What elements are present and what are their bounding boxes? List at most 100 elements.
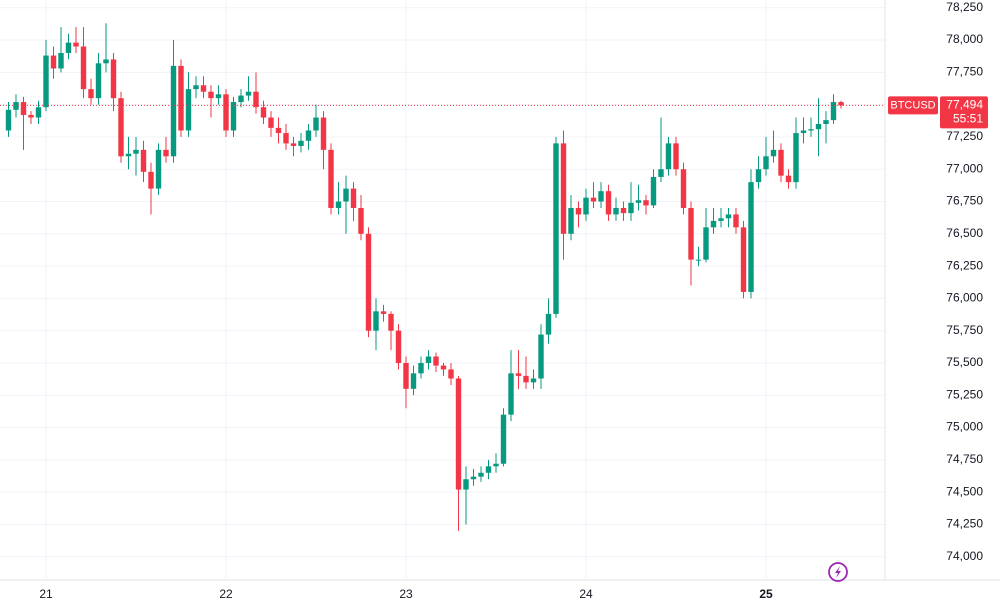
y-tick-label: 77,750 — [946, 65, 983, 79]
y-tick-label: 76,000 — [946, 291, 983, 305]
candle-body — [193, 85, 199, 90]
y-tick-label: 78,250 — [946, 0, 983, 14]
candle-body — [73, 42, 79, 47]
icon-ring — [828, 562, 848, 582]
candle-body — [493, 463, 499, 467]
candle-body — [290, 143, 297, 146]
candle-body — [605, 191, 612, 215]
candle-body — [575, 207, 582, 215]
candle-body — [148, 171, 154, 189]
y-tick-label: 76,500 — [946, 226, 983, 240]
y-tick-label: 74,000 — [946, 549, 983, 563]
candle-body — [5, 109, 12, 131]
candle-body — [410, 373, 417, 389]
y-tick-label: 75,500 — [946, 355, 983, 369]
candle-body — [43, 55, 49, 108]
candle-body — [710, 220, 717, 228]
candle-body — [163, 149, 169, 157]
y-tick-label: 75,250 — [946, 387, 983, 401]
candle-body — [208, 91, 214, 99]
candle-body — [58, 52, 64, 69]
candle-body — [523, 375, 529, 383]
candle-body — [103, 59, 109, 64]
candle-body — [470, 476, 477, 480]
candle-body — [508, 373, 514, 415]
candle-body — [313, 117, 319, 131]
grid — [0, 0, 885, 580]
y-tick-label: 74,750 — [946, 452, 983, 466]
candle-body — [688, 207, 694, 260]
candle-body — [530, 378, 537, 383]
y-tick-label: 75,750 — [946, 323, 983, 337]
candle-body — [13, 102, 19, 110]
candle-body — [388, 313, 394, 331]
last-price-label: 77,494 — [946, 98, 983, 112]
candle-body — [35, 107, 42, 118]
candle-body — [725, 214, 732, 219]
candle-body — [785, 175, 792, 183]
candle-body — [515, 373, 522, 376]
x-tick-label: 23 — [399, 587, 413, 600]
candle-body — [793, 133, 799, 183]
candle-body — [178, 65, 184, 131]
candle-body — [770, 149, 777, 157]
candle-body — [748, 182, 754, 292]
candle-body — [740, 227, 747, 292]
candle-body — [65, 42, 72, 53]
candle-body — [658, 169, 664, 177]
candle-body — [808, 129, 814, 131]
candle-body — [500, 414, 507, 464]
candle-body — [373, 311, 379, 331]
y-tick-label: 74,250 — [946, 517, 983, 531]
candle-body — [800, 130, 807, 134]
candle-body — [635, 200, 642, 203]
candle-body — [703, 227, 709, 260]
candle-body — [253, 91, 259, 108]
candle-body — [343, 188, 349, 202]
candle-body — [830, 102, 837, 121]
symbol-tag — [888, 96, 938, 115]
candle-body — [620, 207, 627, 214]
candle-body — [118, 98, 124, 157]
candle-body — [320, 117, 327, 150]
candle-body — [613, 207, 619, 215]
candle-body — [328, 149, 334, 208]
candle-body — [425, 356, 432, 363]
candle-body — [110, 59, 117, 99]
candle-body — [815, 124, 822, 130]
candle-body — [245, 91, 252, 96]
assistant-icon[interactable] — [828, 562, 848, 582]
x-tick-label: 21 — [39, 587, 53, 600]
candle-body — [755, 169, 762, 183]
candle-body — [680, 169, 687, 208]
x-tick-label: 24 — [579, 587, 593, 600]
y-tick-label: 76,250 — [946, 258, 983, 272]
countdown-label: 55:51 — [953, 112, 983, 126]
candle-body — [440, 365, 447, 370]
candle-body — [448, 369, 454, 379]
candle-body — [628, 202, 634, 214]
candle-body — [778, 149, 784, 176]
candle-body — [568, 207, 574, 234]
candle-body — [80, 46, 87, 90]
candles — [0, 23, 885, 531]
candle-body — [395, 330, 402, 363]
candle-body — [665, 143, 672, 170]
candle-body — [298, 140, 304, 146]
candle-body — [545, 313, 552, 335]
candle-body — [560, 143, 567, 234]
candle-body — [455, 378, 462, 490]
y-tick-label: 74,500 — [946, 484, 983, 498]
y-tick-label: 76,750 — [946, 194, 983, 208]
candle-body — [695, 259, 702, 261]
candle-body — [590, 197, 597, 202]
candle-body — [305, 130, 312, 141]
candle-body — [673, 143, 679, 170]
candle-body — [763, 156, 769, 170]
candle-body — [28, 114, 34, 118]
candle-body — [185, 89, 192, 131]
candle-body — [275, 127, 282, 134]
